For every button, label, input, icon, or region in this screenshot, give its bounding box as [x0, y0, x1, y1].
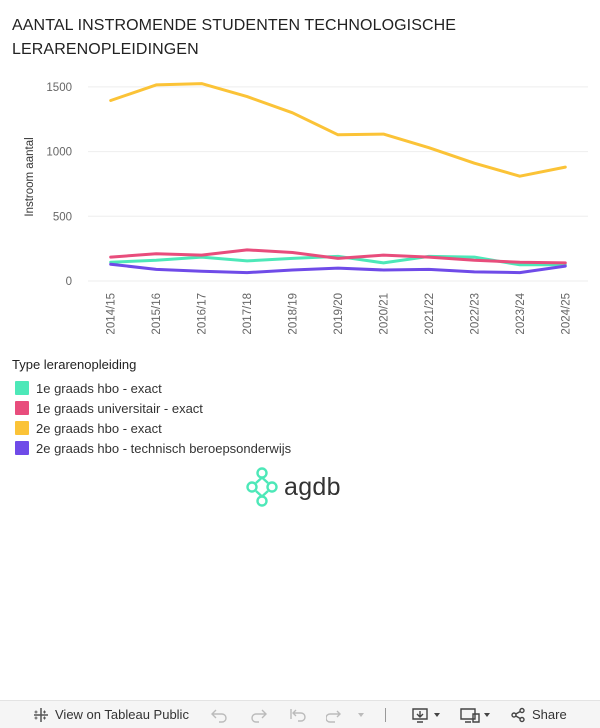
agdb-logo-icon: [246, 467, 278, 507]
legend-title: Type lerarenopleiding: [12, 357, 137, 372]
revert-icon: [290, 708, 306, 722]
line-chart[interactable]: 0 500 1000 1500 Instroom aantal 2014/15 2015…: [0, 0, 600, 350]
revert-button[interactable]: [289, 701, 307, 728]
chevron-down-icon: [484, 712, 490, 717]
legend-swatch: [15, 381, 29, 395]
y-tick-label: 1500: [46, 82, 72, 94]
logo-text: agdb: [284, 472, 341, 501]
series-line[interactable]: [109, 262, 567, 275]
tableau-icon: [34, 707, 48, 722]
legend-swatch: [15, 401, 29, 415]
legend-label: 2e graads hbo - exact: [36, 420, 162, 436]
x-tick-label: 2015/16: [151, 293, 163, 335]
legend-label: 1e graads universitair - exact: [36, 400, 203, 416]
x-tick-labels: 2014/15 2015/16 2016/17 2017/18 2018/19 2019/…: [106, 292, 573, 334]
series-line[interactable]: [109, 248, 567, 265]
view-on-tableau-button[interactable]: View on Tableau Public: [33, 701, 189, 728]
redo-button[interactable]: [250, 701, 268, 728]
share-icon: [511, 707, 525, 722]
chevron-down-icon: [358, 712, 364, 717]
x-tick-label: 2020/21: [378, 293, 390, 335]
gridlines: [88, 86, 588, 282]
x-tick-label: 2019/20: [333, 293, 345, 335]
series-line[interactable]: [109, 82, 567, 178]
y-tick-label: 0: [66, 276, 72, 288]
view-on-tableau-label: View on Tableau Public: [55, 707, 189, 722]
toolbar-divider: [385, 701, 386, 728]
refresh-icon: [326, 710, 341, 723]
x-tick-label: 2021/22: [424, 293, 436, 335]
legend-swatch: [15, 421, 29, 435]
agdb-logo: agdb: [244, 464, 364, 510]
legend-item[interactable]: 1e graads universitair - exact: [12, 398, 291, 418]
legend-item[interactable]: 2e graads hbo - technisch beroepsonderwi…: [12, 438, 291, 458]
x-tick-label: 2023/24: [515, 292, 527, 334]
tableau-toolbar: View on Tableau Public Share: [0, 700, 600, 728]
x-tick-label: 2017/18: [242, 293, 254, 335]
x-tick-label: 2024/25: [560, 293, 572, 335]
refresh-button[interactable]: [326, 701, 366, 728]
legend-label: 2e graads hbo - technisch beroepsonderwi…: [36, 440, 292, 456]
y-tick-label: 1000: [46, 147, 72, 159]
undo-button[interactable]: [210, 701, 228, 728]
y-axis-label: Instroom aantal: [24, 137, 36, 216]
download-icon: [412, 707, 428, 723]
chevron-down-icon: [434, 712, 440, 717]
legend: Type lerarenopleiding 1e graads hbo - ex…: [12, 357, 291, 458]
legend-swatch: [15, 441, 29, 455]
redo-icon: [251, 709, 267, 723]
x-tick-label: 2016/17: [197, 293, 209, 335]
x-tick-label: 2022/23: [469, 293, 481, 335]
undo-icon: [211, 709, 227, 723]
share-label: Share: [532, 707, 567, 722]
fullscreen-button[interactable]: [460, 701, 492, 728]
chart-title: AANTAL INSTROMENDE STUDENTEN TECHNOLOGIS…: [12, 17, 457, 58]
legend-item[interactable]: 1e graads hbo - exact: [12, 378, 291, 398]
device-layout-icon: [460, 707, 480, 723]
y-tick-labels: 0 500 1000 1500: [46, 82, 72, 288]
download-button[interactable]: [411, 701, 442, 728]
share-button[interactable]: Share: [510, 701, 567, 728]
y-tick-label: 500: [53, 211, 72, 223]
series-lines: [109, 82, 567, 275]
legend-label: 1e graads hbo - exact: [36, 380, 162, 396]
x-tick-label: 2018/19: [288, 293, 300, 335]
x-tick-label: 2014/15: [106, 293, 118, 335]
legend-item[interactable]: 2e graads hbo - exact: [12, 418, 291, 438]
